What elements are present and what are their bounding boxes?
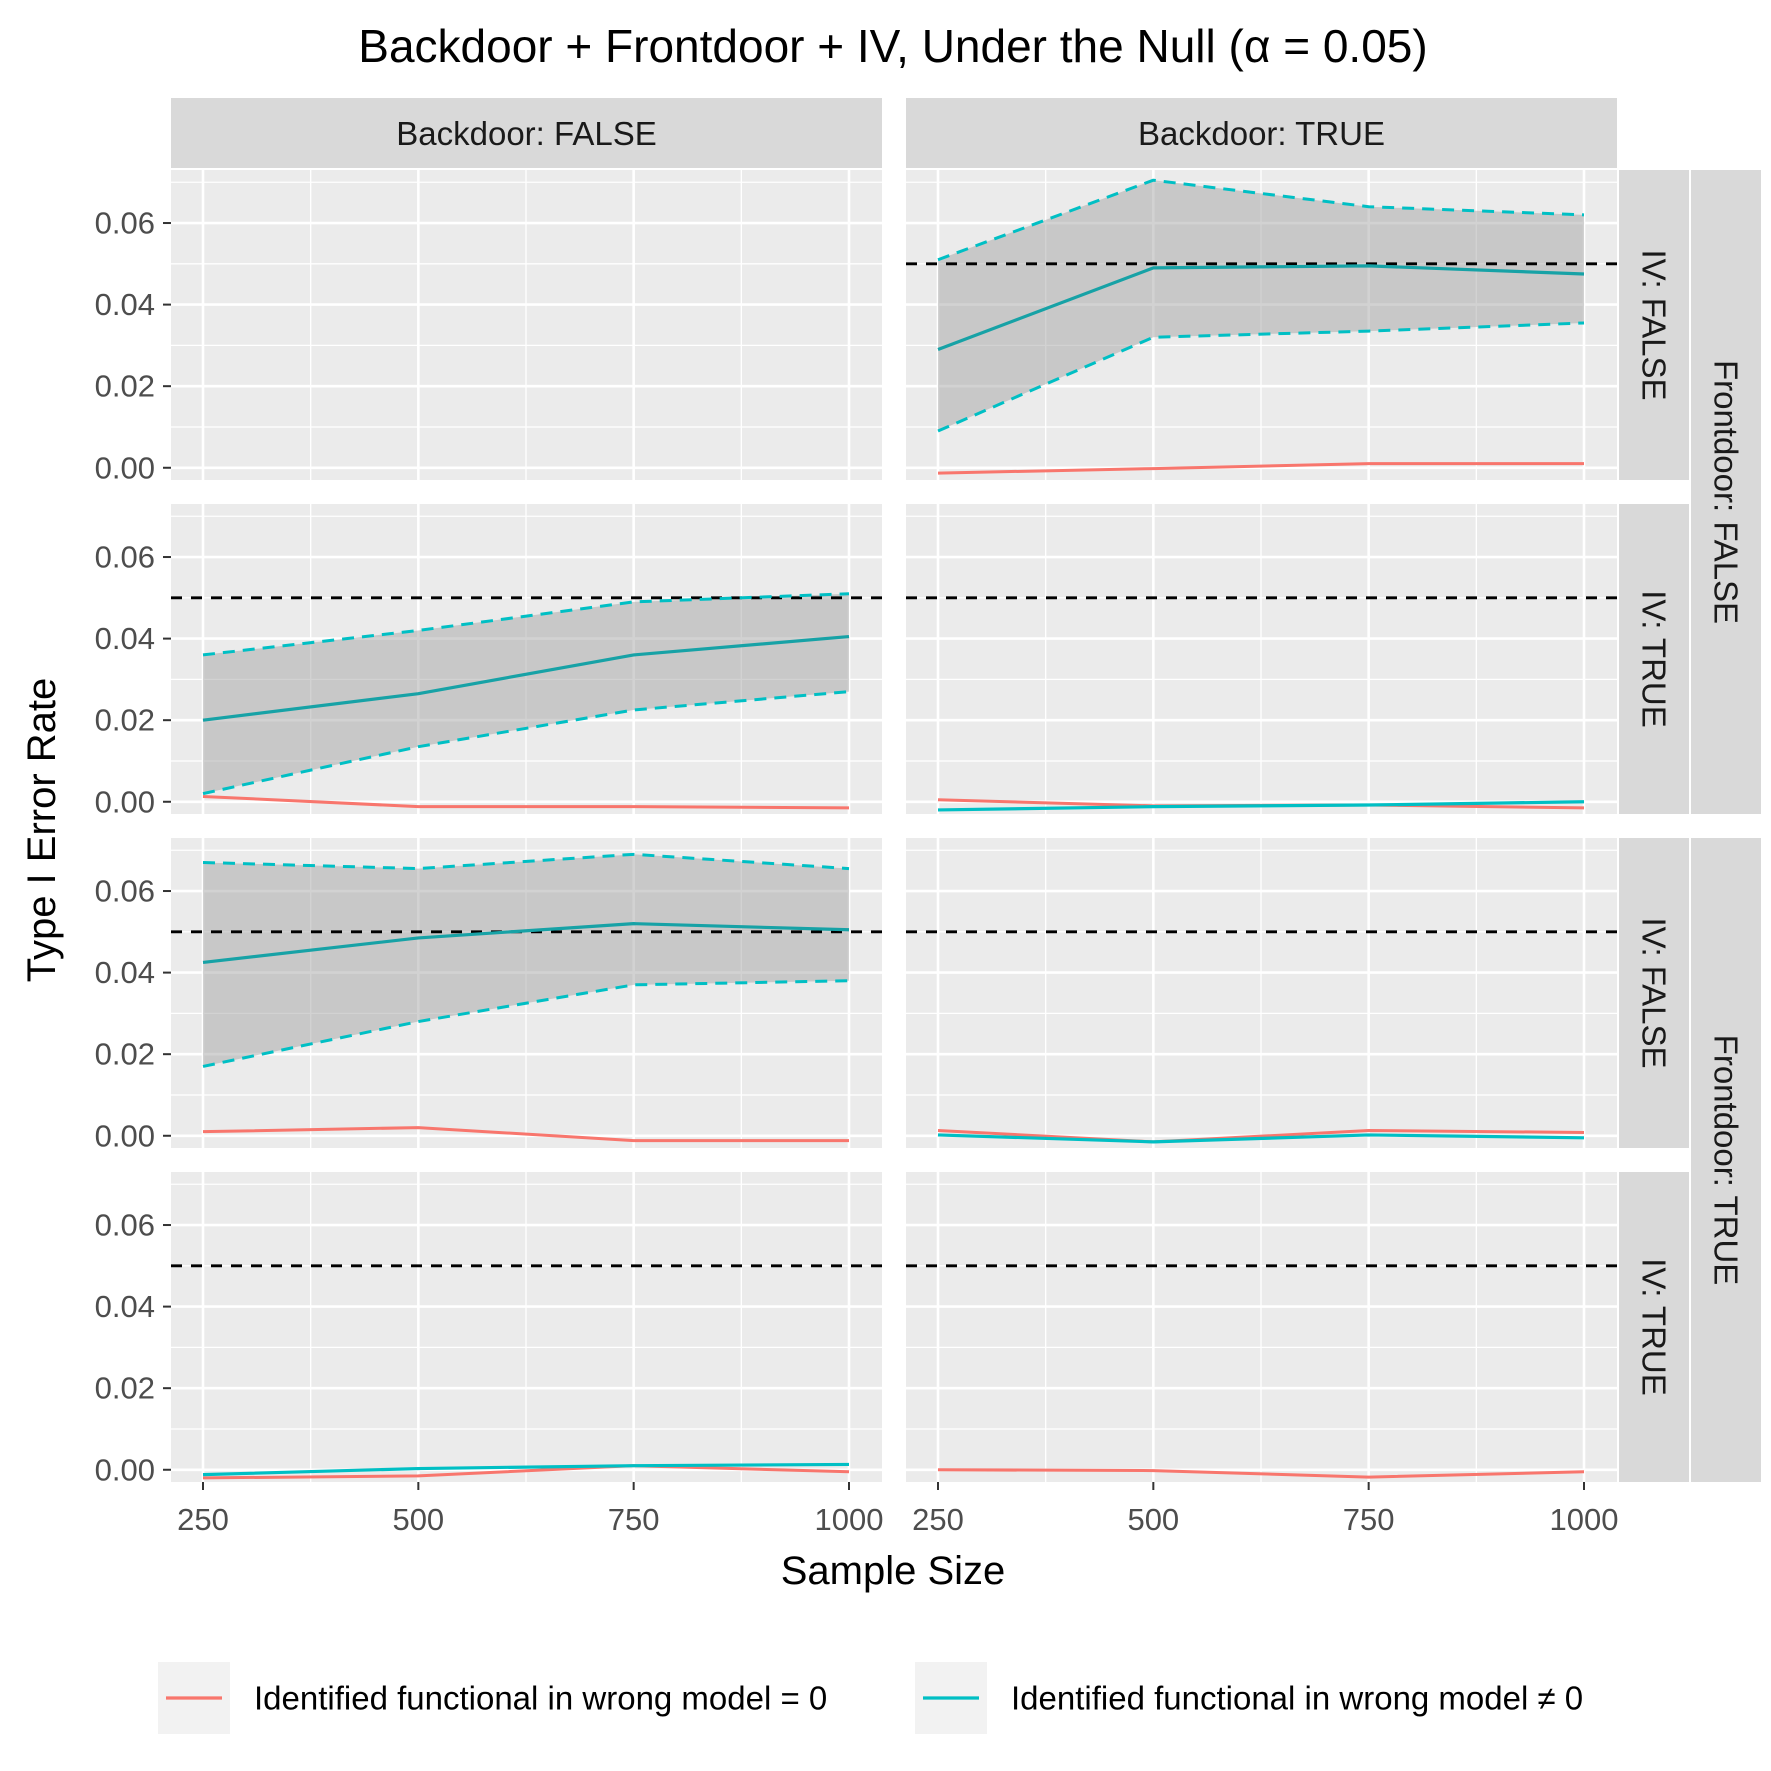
y-tick-label: 0.02 [95, 1037, 155, 1072]
row-strip-bg [1619, 504, 1689, 814]
y-tick-label: 0.00 [95, 1452, 155, 1487]
axes: 0.00 0.02 0.04 0.06 0.00 0.02 0.04 0.06 0.00 0.02… [95, 206, 1619, 1537]
series-nonzero-line [202, 922, 850, 964]
series-zero-line [202, 1126, 849, 1143]
y-tick-label: 0.06 [95, 206, 155, 241]
confidence-ribbon [938, 180, 1584, 432]
ci-lower-line [937, 321, 1585, 433]
row-group-strip-label: Frontdoor: FALSE [1708, 360, 1745, 624]
chart-title: Backdoor + Frontdoor + IV, Under the Nul… [358, 20, 1427, 72]
row-strip-label: IV: TRUE [1636, 590, 1673, 728]
panel-3-1 [906, 1172, 1617, 1482]
panel-1-0 [171, 504, 882, 814]
series-zero-line [202, 1464, 850, 1480]
col-strip-bg [906, 98, 1617, 168]
panel-0-1 [906, 170, 1617, 480]
col-strip-bg [171, 98, 882, 168]
legend-item-label: Identified functional in wrong model ≠ 0 [1011, 1680, 1583, 1717]
ci-upper-line [202, 592, 850, 657]
y-tick-label: 0.04 [95, 287, 155, 322]
x-tick-label: 1000 [1550, 1502, 1619, 1537]
col-strip-label: Backdoor: FALSE [396, 115, 656, 152]
panel-1-1 [906, 504, 1617, 814]
series-zero-line [937, 1128, 1585, 1144]
series-nonzero-line [937, 264, 1585, 351]
facet-strips: Backdoor: FALSE Backdoor: TRUE IV: FALSE IV… [171, 98, 1761, 1482]
y-tick-label: 0.00 [95, 450, 155, 485]
y-tick-label: 0.02 [95, 1371, 155, 1406]
series-zero-line [937, 1468, 1585, 1479]
y-tick-label: 0.02 [95, 369, 155, 404]
panel-3-0 [171, 1172, 882, 1482]
legend-item-label: Identified functional in wrong model = 0 [254, 1680, 827, 1717]
y-tick-label: 0.04 [95, 955, 155, 990]
row-strip-label: IV: TRUE [1636, 1258, 1673, 1396]
row-strip-label: IV: FALSE [1636, 249, 1673, 400]
row-group-strip-bg [1691, 838, 1761, 1482]
col-strip-label: Backdoor: TRUE [1138, 115, 1385, 152]
x-tick-label: 750 [1343, 1502, 1395, 1537]
x-tick-label: 1000 [815, 1502, 884, 1537]
y-tick-label: 0.04 [95, 1289, 155, 1324]
x-tick-label: 250 [912, 1502, 964, 1537]
row-strip-label: IV: FALSE [1636, 917, 1673, 1068]
series-nonzero-line [202, 634, 850, 722]
y-tick-label: 0.02 [95, 703, 155, 738]
panels [171, 170, 1617, 1482]
x-tick-label: 500 [392, 1502, 444, 1537]
panel-2-1 [906, 838, 1617, 1148]
x-tick-label: 250 [177, 1502, 229, 1537]
row-strip-bg [1619, 1172, 1689, 1482]
y-tick-label: 0.06 [95, 874, 155, 909]
ci-lower-line [202, 690, 850, 796]
panel-2-0 [171, 838, 882, 1148]
legend: Identified functional in wrong model = 0… [158, 1662, 1583, 1734]
series-nonzero-line [937, 1133, 1585, 1144]
x-tick-label: 750 [608, 1502, 660, 1537]
ci-upper-line [202, 852, 850, 871]
x-axis-title: Sample Size [781, 1549, 1006, 1593]
row-strip-bg [1619, 170, 1689, 480]
x-tick-label: 500 [1127, 1502, 1179, 1537]
panel-0-0 [171, 170, 882, 480]
row-strip-bg [1619, 838, 1689, 1148]
row-group-strip-label: Frontdoor: TRUE [1708, 1035, 1745, 1286]
y-axis-title: Type I Error Rate [20, 678, 64, 983]
confidence-ribbon [203, 854, 849, 1067]
series-nonzero-line [937, 800, 1585, 812]
confidence-ribbon [203, 593, 849, 794]
row-group-strip-bg [1691, 170, 1761, 814]
y-tick-label: 0.04 [95, 621, 155, 656]
series-nonzero-line [202, 1462, 850, 1477]
y-tick-label: 0.06 [95, 540, 155, 575]
y-tick-label: 0.06 [95, 1208, 155, 1243]
series-zero-line [202, 794, 850, 810]
ci-lower-line [202, 979, 850, 1068]
y-tick-label: 0.00 [95, 784, 155, 819]
y-tick-label: 0.00 [95, 1118, 155, 1153]
series-zero-line [937, 462, 1584, 475]
